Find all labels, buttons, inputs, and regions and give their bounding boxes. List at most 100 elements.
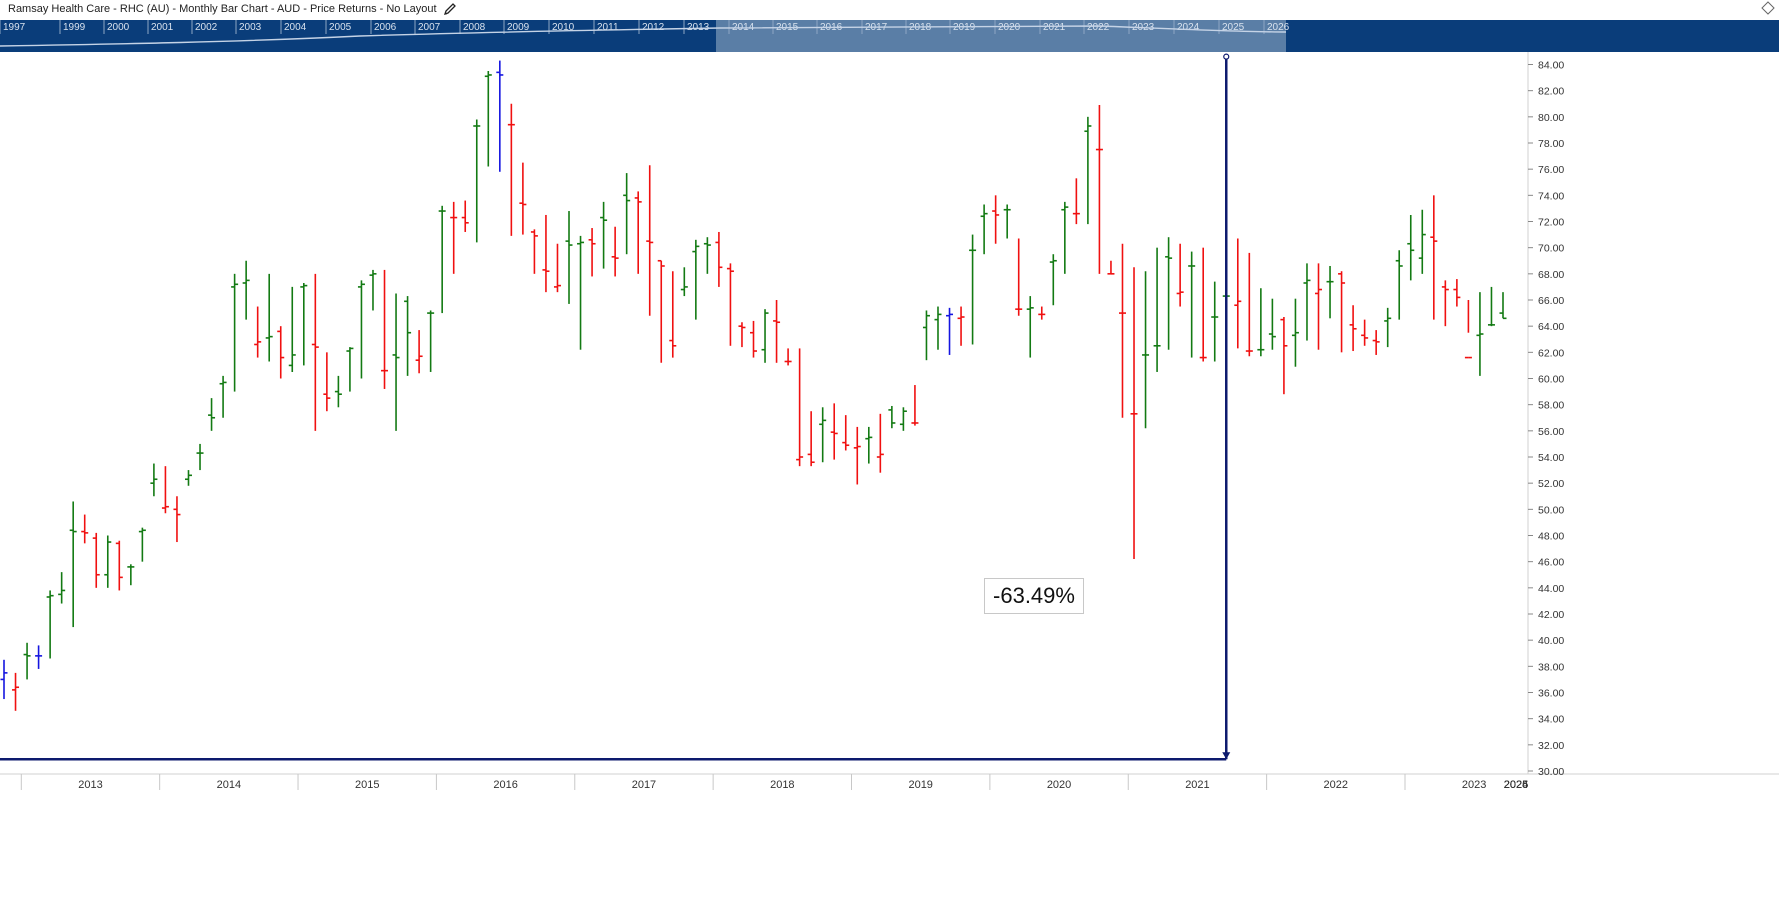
ohlc-bar	[242, 260, 250, 320]
time-navigator[interactable]: 1997 1999 2000 2001 2002 2003 2004 2005 2006 2007…	[0, 20, 1779, 52]
ohlc-bar	[392, 293, 400, 431]
ohlc-bar	[1188, 251, 1196, 358]
ohlc-bar	[530, 229, 538, 274]
price-chart[interactable]: 30.00 32.00 34.00 36.00 38.00 40.00 42.00 44.00…	[0, 52, 1779, 904]
y-tick-label: 72.00	[1538, 217, 1564, 229]
ohlc-bar	[219, 375, 227, 418]
ohlc-bar	[288, 286, 296, 372]
ohlc-bar	[1291, 298, 1299, 367]
ohlc-bar	[1384, 307, 1392, 348]
ohlc-bar	[680, 267, 688, 297]
ohlc-bar	[35, 645, 43, 669]
ohlc-bar	[0, 659, 8, 700]
ohlc-bar	[346, 347, 354, 392]
ohlc-bar	[1499, 292, 1507, 320]
y-tick-label: 56.00	[1538, 426, 1564, 438]
ohlc-bar	[1268, 298, 1276, 350]
y-tick-label: 62.00	[1538, 347, 1564, 359]
y-tick-label: 60.00	[1538, 374, 1564, 386]
ohlc-bar	[104, 535, 112, 588]
ohlc-bar	[738, 322, 746, 348]
ohlc-bar	[450, 201, 458, 274]
y-tick-label: 38.00	[1538, 661, 1564, 673]
ohlc-bar	[1395, 250, 1403, 320]
ohlc-bar	[969, 234, 977, 345]
ohlc-bar	[173, 496, 181, 543]
ohlc-bar	[254, 306, 262, 358]
ohlc-bar	[1142, 271, 1150, 429]
ohlc-bar	[819, 407, 827, 463]
y-tick-label: 42.00	[1538, 609, 1564, 621]
y-tick-label: 74.00	[1538, 190, 1564, 202]
x-tick-label: 2025	[1504, 779, 1528, 791]
ohlc-bar	[1072, 178, 1080, 225]
ohlc-bar	[161, 466, 169, 514]
ohlc-bar	[496, 60, 504, 172]
ohlc-bar	[715, 231, 723, 287]
ohlc-bar	[69, 501, 77, 628]
navigator-strip[interactable]: 1997 1999 2000 2001 2002 2003 2004 2005 2006 2007…	[0, 20, 1779, 52]
x-tick-label: 2024	[1504, 779, 1528, 791]
ohlc-bar	[796, 348, 804, 467]
x-tick-label: 2023	[1462, 779, 1486, 791]
ohlc-bar	[646, 165, 654, 316]
y-tick-label: 80.00	[1538, 112, 1564, 124]
y-tick-label: 82.00	[1538, 86, 1564, 98]
ohlc-bar	[507, 103, 515, 236]
ohlc-bar	[588, 228, 596, 277]
pencil-icon[interactable]	[443, 2, 457, 21]
y-tick-label: 66.00	[1538, 295, 1564, 307]
ohlc-bar	[888, 405, 896, 429]
ohlc-bar	[58, 572, 66, 604]
navigator-year-label: 2002	[195, 22, 218, 33]
navigator-year-label: 2024	[1177, 22, 1200, 33]
y-tick-label: 64.00	[1538, 321, 1564, 333]
ohlc-bar	[692, 239, 700, 320]
x-tick-label: 2021	[1185, 779, 1209, 791]
ohlc-bar	[784, 348, 792, 366]
measure-start-point	[1223, 53, 1230, 60]
ohlc-bar	[1234, 238, 1242, 349]
ohlc-bar	[357, 280, 365, 379]
ohlc-bar	[1464, 300, 1472, 359]
navigator-year-label: 2020	[998, 22, 1021, 33]
navigator-empty	[1286, 20, 1779, 52]
ohlc-bar	[761, 309, 769, 363]
ohlc-bar	[1003, 204, 1011, 239]
ohlc-bar	[1372, 330, 1380, 355]
ohlc-bar	[899, 407, 907, 431]
ohlc-bar	[300, 282, 308, 366]
ohlc-bar	[1049, 254, 1057, 306]
y-tick-label: 70.00	[1538, 243, 1564, 255]
diamond-close-icon[interactable]	[1761, 1, 1775, 20]
ohlc-bar	[1257, 288, 1265, 357]
navigator-year-label: 2019	[953, 22, 976, 33]
ohlc-bar	[1038, 306, 1046, 320]
y-tick-label: 54.00	[1538, 452, 1564, 464]
ohlc-bar	[196, 443, 204, 471]
ohlc-bar	[726, 263, 734, 346]
navigator-year-label: 2022	[1087, 22, 1110, 33]
y-tick-label: 34.00	[1538, 714, 1564, 726]
ohlc-bar	[381, 269, 389, 389]
ohlc-bar	[623, 173, 631, 255]
ohlc-bar	[1430, 195, 1438, 320]
chart-title: Ramsay Health Care - RHC (AU) - Monthly …	[8, 3, 437, 15]
ohlc-bar	[1245, 252, 1253, 357]
ohlc-bar	[1084, 116, 1092, 225]
x-tick-label: 2013	[78, 779, 102, 791]
x-tick-label: 2022	[1324, 779, 1348, 791]
navigator-year-label: 2008	[463, 22, 486, 33]
ohlc-bar	[184, 470, 192, 486]
ohlc-bar	[922, 310, 930, 361]
navigator-year-label: 2007	[418, 22, 441, 33]
ohlc-bar	[876, 413, 884, 473]
ohlc-bar	[703, 237, 711, 274]
y-tick-label: 46.00	[1538, 557, 1564, 569]
ohlc-bar	[634, 191, 642, 274]
ohlc-bar	[1476, 292, 1484, 376]
ohlc-bar	[208, 398, 216, 431]
navigator-year-label: 1997	[3, 22, 26, 33]
ohlc-bar	[265, 273, 273, 362]
ohlc-bar	[1349, 305, 1357, 352]
